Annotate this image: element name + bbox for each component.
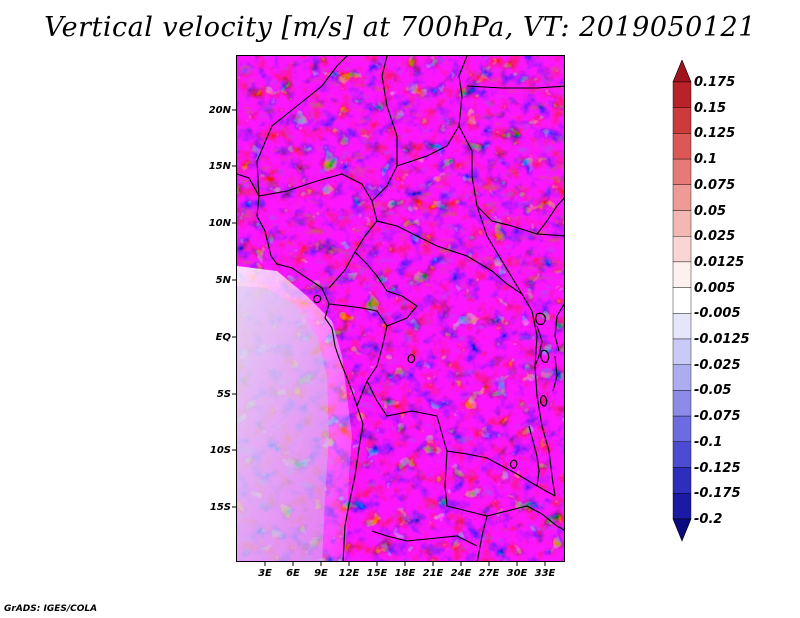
lat-label: 10S bbox=[209, 445, 231, 456]
vertical-velocity-field bbox=[237, 56, 564, 561]
lon-label: 12E bbox=[338, 568, 360, 579]
colorbar-bin bbox=[672, 81, 692, 108]
lat-label: EQ bbox=[215, 332, 231, 343]
country-borders bbox=[237, 56, 564, 561]
colorbar-bin bbox=[672, 364, 692, 391]
colorbar-bin bbox=[672, 261, 692, 288]
footer-credit: GrADS: IGES/COLA bbox=[4, 604, 98, 614]
colorbar-tick-label: 0.005 bbox=[694, 280, 736, 296]
colorbar-bin bbox=[672, 467, 692, 494]
colorbar-tick-label: -0.175 bbox=[694, 486, 741, 502]
colorbar bbox=[672, 60, 692, 542]
colorbar-tick-label: 0.15 bbox=[694, 100, 727, 116]
colorbar-tick-label: -0.075 bbox=[694, 409, 741, 425]
lon-label: 24E bbox=[450, 568, 472, 579]
lon-label: 9E bbox=[314, 568, 328, 579]
colorbar-tick-label: 0.025 bbox=[694, 229, 736, 245]
colorbar-top-arrow bbox=[672, 60, 692, 83]
colorbar-bin bbox=[672, 338, 692, 365]
colorbar-bottom-arrow bbox=[672, 518, 692, 542]
colorbar-tick-label: -0.125 bbox=[694, 460, 741, 476]
lon-label: 30E bbox=[506, 568, 528, 579]
colorbar-bin bbox=[672, 235, 692, 263]
colorbar-bin bbox=[672, 313, 692, 340]
colorbar-tick-label: 0.0125 bbox=[694, 254, 745, 270]
colorbar-tick-label: -0.05 bbox=[694, 383, 732, 399]
lon-label: 6E bbox=[286, 568, 300, 579]
colorbar-tick-label: 0.075 bbox=[694, 177, 736, 193]
colorbar-bin bbox=[672, 210, 692, 237]
colorbar-tick-label: 0.125 bbox=[694, 126, 736, 142]
colorbar-bin bbox=[672, 107, 692, 134]
colorbar-tick-label: 0.175 bbox=[694, 75, 736, 90]
colorbar-tick-label: 0.1 bbox=[694, 152, 718, 168]
lon-label: 3E bbox=[258, 568, 272, 579]
colorbar-tick-label: 0.05 bbox=[694, 203, 727, 219]
colorbar-bin bbox=[672, 133, 692, 160]
lon-label: 15E bbox=[366, 568, 388, 579]
lon-label: 18E bbox=[394, 568, 416, 579]
colorbar-bin bbox=[672, 415, 692, 443]
lat-label: 15S bbox=[209, 502, 231, 513]
colorbar-tick-label: -0.005 bbox=[694, 306, 741, 322]
colorbar-tick-label: -0.025 bbox=[694, 357, 741, 373]
lon-label: 27E bbox=[478, 568, 500, 579]
colorbar-bin bbox=[672, 184, 692, 211]
lat-label: 10N bbox=[208, 218, 231, 229]
lat-label: 20N bbox=[208, 105, 231, 116]
colorbar-tick-label: -0.0125 bbox=[694, 332, 750, 347]
colorbar-bin bbox=[672, 390, 692, 417]
plot-title: Vertical velocity [m/s] at 700hPa, VT: 2… bbox=[44, 12, 756, 43]
colorbar-bin bbox=[672, 493, 692, 520]
colorbar-bin bbox=[672, 441, 692, 468]
lon-label: 21E bbox=[422, 568, 444, 579]
colorbar-tick-label: -0.1 bbox=[694, 434, 723, 450]
lon-label: 33E bbox=[534, 568, 556, 579]
lat-label: 5S bbox=[216, 389, 231, 400]
lon-ticks bbox=[264, 561, 546, 566]
map-panel bbox=[236, 55, 565, 562]
colorbar-tick-label: -0.2 bbox=[694, 511, 723, 527]
colorbar-bin bbox=[672, 158, 692, 185]
lat-label: 15N bbox=[208, 161, 231, 172]
lat-label: 5N bbox=[215, 275, 231, 286]
colorbar-bin bbox=[672, 287, 692, 314]
lat-ticks bbox=[232, 109, 237, 508]
